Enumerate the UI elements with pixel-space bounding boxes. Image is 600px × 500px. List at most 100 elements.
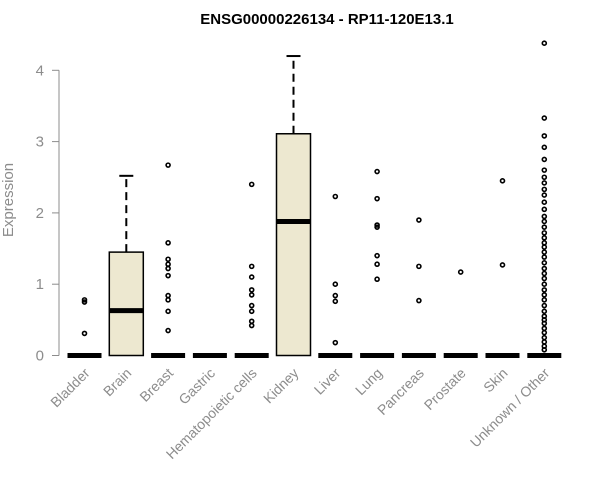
- outlier-point: [165, 265, 171, 272]
- outlier-point: [541, 174, 548, 181]
- outlier-point: [541, 329, 548, 336]
- outlier-point: [541, 240, 548, 246]
- outlier-point: [81, 299, 88, 305]
- outlier-point: [541, 265, 548, 272]
- x-category-label: Breast: [136, 365, 176, 405]
- outlier-point: [541, 249, 548, 255]
- outlier-point: [374, 276, 380, 283]
- outlier-point: [81, 297, 88, 303]
- outlier-point: [541, 339, 548, 345]
- outlier-point: [541, 186, 548, 193]
- outlier-point: [541, 297, 548, 303]
- outlier-point: [541, 270, 548, 277]
- outlier-point: [248, 274, 255, 280]
- outlier-point: [541, 275, 548, 282]
- plot-area: [67, 40, 562, 358]
- outlier-point: [248, 318, 255, 325]
- box-group: [108, 174, 145, 357]
- outlier-point: [165, 292, 171, 299]
- outlier-point: [541, 308, 548, 315]
- outlier-point: [541, 213, 548, 220]
- x-category-label: Lung: [352, 365, 385, 398]
- outlier-point: [248, 302, 255, 309]
- outlier-point: [165, 261, 171, 268]
- outlier-point: [248, 181, 255, 188]
- outlier-point: [541, 230, 548, 236]
- outlier-point: [416, 297, 422, 304]
- outlier-point: [165, 272, 171, 279]
- y-axis-label: Expression: [0, 163, 17, 237]
- y-tick-label: 4: [36, 62, 44, 79]
- outlier-point: [165, 297, 171, 303]
- outlier-point: [541, 260, 548, 266]
- outlier-point: [541, 144, 548, 151]
- outlier-point: [541, 156, 548, 163]
- box-group: [401, 217, 436, 358]
- outlier-point: [541, 287, 548, 293]
- y-tick-label: 2: [36, 205, 44, 222]
- outlier-point: [81, 330, 88, 337]
- outlier-point: [248, 292, 255, 298]
- outlier-point: [541, 40, 548, 47]
- outlier-point: [374, 195, 380, 202]
- box-group: [67, 297, 102, 358]
- y-tick-label: 0: [36, 348, 44, 365]
- chart-title: ENSG00000226134 - RP11-120E13.1: [200, 11, 454, 28]
- outlier-point: [541, 343, 548, 350]
- box-group: [275, 55, 312, 357]
- outlier-point: [248, 287, 255, 293]
- outlier-point: [248, 322, 255, 329]
- outlier-point: [499, 262, 506, 268]
- outlier-point: [457, 269, 464, 275]
- outlier-point: [165, 256, 171, 263]
- x-category-label: Unknown / Other: [467, 365, 553, 451]
- outlier-point: [416, 217, 422, 223]
- outlier-point: [541, 334, 548, 341]
- outlier-point: [374, 261, 380, 268]
- y-tick-label: 1: [36, 276, 44, 293]
- outlier-point: [541, 180, 548, 186]
- box-group: [318, 193, 353, 358]
- box-group: [443, 269, 478, 358]
- box-group: [234, 181, 269, 358]
- outlier-point: [541, 281, 548, 288]
- outlier-point: [332, 298, 339, 305]
- outlier-point: [541, 325, 548, 332]
- outlier-point: [541, 167, 548, 173]
- outlier-point: [541, 292, 548, 298]
- outlier-point: [541, 224, 548, 230]
- outlier-point: [541, 206, 548, 213]
- outlier-point: [416, 263, 422, 270]
- outlier-point: [541, 302, 548, 309]
- outlier-point: [541, 192, 548, 198]
- x-category-label: Prostate: [421, 365, 469, 413]
- x-category-label: Bladder: [47, 365, 93, 411]
- outlier-point: [541, 235, 548, 241]
- outlier-point: [374, 168, 380, 175]
- box-rect: [275, 133, 312, 357]
- outlier-point: [541, 199, 548, 206]
- outlier-point: [165, 308, 171, 315]
- outlier-point: [374, 252, 380, 259]
- outlier-point: [541, 218, 548, 225]
- box-group: [151, 162, 186, 358]
- outlier-point: [332, 193, 339, 200]
- box-group: [360, 168, 395, 358]
- outlier-point: [541, 254, 548, 260]
- outlier-point: [332, 292, 339, 299]
- box-rect: [108, 251, 145, 357]
- x-category-label: Liver: [311, 365, 344, 398]
- box-group: [527, 40, 562, 358]
- outlier-point: [248, 308, 255, 315]
- outlier-point: [541, 244, 548, 250]
- outlier-point: [165, 162, 171, 168]
- y-tick-label: 3: [36, 134, 44, 151]
- x-category-label: Skin: [480, 365, 511, 396]
- outlier-point: [374, 222, 380, 228]
- outlier-point: [332, 281, 339, 288]
- y-axis: 0 1 2 3 4: [36, 62, 60, 365]
- outlier-point: [332, 339, 339, 346]
- outlier-point: [541, 115, 548, 121]
